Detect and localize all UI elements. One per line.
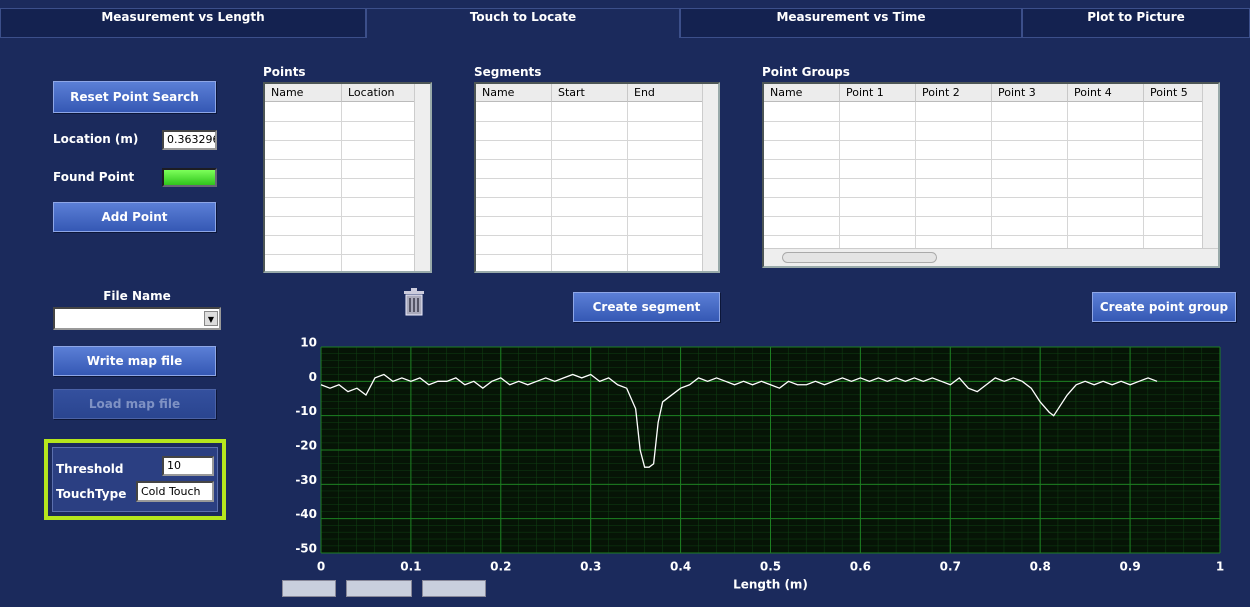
toolbar-group[interactable]	[422, 580, 486, 597]
tab[interactable]: Plot to Picture	[1022, 8, 1250, 38]
trash-icon[interactable]	[402, 288, 426, 316]
column-line	[551, 102, 552, 271]
reset-button[interactable]: Reset Point Search	[53, 81, 216, 113]
row-line	[764, 235, 1206, 236]
column-header: Name	[764, 84, 840, 102]
row-line	[764, 121, 1206, 122]
toolbar-group[interactable]	[346, 580, 412, 597]
column-header: Name	[476, 84, 552, 102]
threshold-field[interactable]: 10	[162, 456, 214, 476]
y-tick-label: -20	[295, 439, 317, 453]
trace	[320, 373, 1158, 468]
column-header: Point 2	[916, 84, 992, 102]
column-line	[1143, 102, 1144, 248]
column-header: End	[628, 84, 705, 102]
y-tick-label: -50	[295, 542, 317, 556]
file-name-label: File Name	[103, 289, 171, 303]
column-header: Point 5	[1144, 84, 1206, 102]
row-line	[764, 159, 1206, 160]
point-groups-title: Point Groups	[762, 65, 850, 79]
row-line	[764, 197, 1206, 198]
create-segment-button[interactable]: Create segment	[573, 292, 720, 322]
column-header: Location	[342, 84, 417, 102]
table[interactable]: Name Location	[263, 82, 432, 273]
x-tick-label: 0.3	[580, 560, 601, 574]
x-axis-label: Length (m)	[733, 578, 808, 592]
points-title: Points	[263, 65, 306, 79]
column-line	[839, 102, 840, 248]
x-tick-label: 1	[1216, 560, 1224, 574]
x-tick-label: 0.7	[940, 560, 961, 574]
highlight-box: Threshold 10 TouchType Cold Touch	[44, 439, 226, 520]
row-line	[764, 216, 1206, 217]
column-line	[915, 102, 916, 248]
y-tick-label: -10	[295, 404, 317, 418]
row-line	[476, 121, 705, 122]
column-header: Point 1	[840, 84, 916, 102]
table[interactable]: Name Start End	[474, 82, 720, 273]
graph-toolbar	[282, 580, 527, 598]
vertical-scrollbar[interactable]	[1202, 84, 1218, 248]
x-tick-label: 0.8	[1030, 560, 1051, 574]
row-line	[476, 140, 705, 141]
toolbar-group[interactable]	[282, 580, 336, 597]
x-tick-label: 0	[317, 560, 325, 574]
row-line	[476, 235, 705, 236]
touch-type-field[interactable]: Cold Touch	[136, 481, 214, 502]
tab[interactable]: Measurement vs Length	[0, 8, 366, 38]
location-label: Location (m)	[53, 132, 139, 146]
tab[interactable]: Measurement vs Time	[680, 8, 1022, 38]
write-button[interactable]: Write map file	[53, 346, 216, 376]
x-tick-label: 0.4	[670, 560, 691, 574]
location-field[interactable]: 0.363296	[162, 130, 217, 150]
create-point-group-button[interactable]: Create point group	[1092, 292, 1236, 322]
table[interactable]: Name Point 1 Point 2 Point 3 Point 4 Point 5	[762, 82, 1220, 268]
column-header: Start	[552, 84, 628, 102]
column-header: Name	[265, 84, 342, 102]
vertical-scrollbar[interactable]	[702, 84, 718, 271]
row-line	[764, 178, 1206, 179]
column-line	[341, 102, 342, 271]
load-button: Load map file	[53, 389, 216, 419]
threshold-label: Threshold	[56, 462, 124, 476]
touch-type-label: TouchType	[56, 487, 127, 501]
found-point-label: Found Point	[53, 170, 135, 184]
scroll-thumb[interactable]	[782, 252, 937, 263]
y-tick-label: 0	[309, 370, 317, 384]
x-tick-label: 0.9	[1119, 560, 1140, 574]
vertical-scrollbar[interactable]	[414, 84, 430, 271]
row-line	[476, 216, 705, 217]
column-line	[627, 102, 628, 271]
row-line	[476, 254, 705, 255]
y-tick-label: -40	[295, 507, 317, 521]
x-tick-label: 0.5	[760, 560, 781, 574]
tab-selected[interactable]: Touch to Locate	[366, 8, 680, 38]
column-header: Point 4	[1068, 84, 1144, 102]
column-header: Point 3	[992, 84, 1068, 102]
found-led	[162, 168, 217, 187]
row-line	[476, 159, 705, 160]
segments-title: Segments	[474, 65, 542, 79]
file-name-dropdown[interactable]: ▼	[53, 307, 221, 330]
y-tick-label: 10	[300, 336, 317, 350]
row-line	[476, 197, 705, 198]
column-line	[991, 102, 992, 248]
horizontal-scrollbar[interactable]	[764, 248, 1218, 266]
x-tick-label: 0.1	[400, 560, 421, 574]
dropdown-arrow[interactable]: ▼	[204, 311, 218, 326]
row-line	[764, 140, 1206, 141]
add-point-button[interactable]: Add Point	[53, 202, 216, 232]
x-tick-label: 0.6	[850, 560, 871, 574]
column-line	[1067, 102, 1068, 248]
row-line	[476, 178, 705, 179]
x-tick-label: 0.2	[490, 560, 511, 574]
y-tick-label: -30	[295, 473, 317, 487]
